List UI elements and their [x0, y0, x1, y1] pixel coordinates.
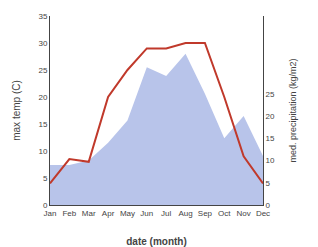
svg-text:max temp (C): max temp (C): [11, 80, 22, 141]
svg-text:20: 20: [266, 112, 275, 121]
svg-text:0: 0: [266, 201, 271, 210]
svg-text:Mar: Mar: [82, 209, 96, 218]
svg-text:Oct: Oct: [218, 209, 231, 218]
svg-text:5: 5: [43, 174, 48, 183]
svg-text:10: 10: [266, 156, 275, 165]
svg-text:20: 20: [38, 93, 47, 102]
svg-text:25: 25: [38, 66, 47, 75]
svg-text:Nov: Nov: [237, 209, 251, 218]
svg-text:10: 10: [38, 147, 47, 156]
svg-text:Jul: Jul: [161, 209, 171, 218]
svg-text:Dec: Dec: [256, 209, 270, 218]
svg-text:25: 25: [266, 90, 275, 99]
svg-text:Sep: Sep: [198, 209, 213, 218]
svg-text:Apr: Apr: [102, 209, 115, 218]
svg-text:5: 5: [266, 179, 271, 188]
svg-text:Jan: Jan: [44, 209, 57, 218]
svg-text:Feb: Feb: [62, 209, 76, 218]
svg-text:35: 35: [38, 12, 47, 21]
svg-text:med. precipitation (kg/m2): med. precipitation (kg/m2): [288, 58, 298, 162]
svg-text:Jun: Jun: [140, 209, 153, 218]
svg-text:May: May: [120, 209, 135, 218]
svg-text:Aug: Aug: [178, 209, 192, 218]
svg-text:0: 0: [43, 201, 48, 210]
svg-text:30: 30: [38, 39, 47, 48]
svg-text:15: 15: [38, 120, 47, 129]
svg-text:date (month): date (month): [126, 236, 187, 247]
svg-text:15: 15: [266, 134, 275, 143]
